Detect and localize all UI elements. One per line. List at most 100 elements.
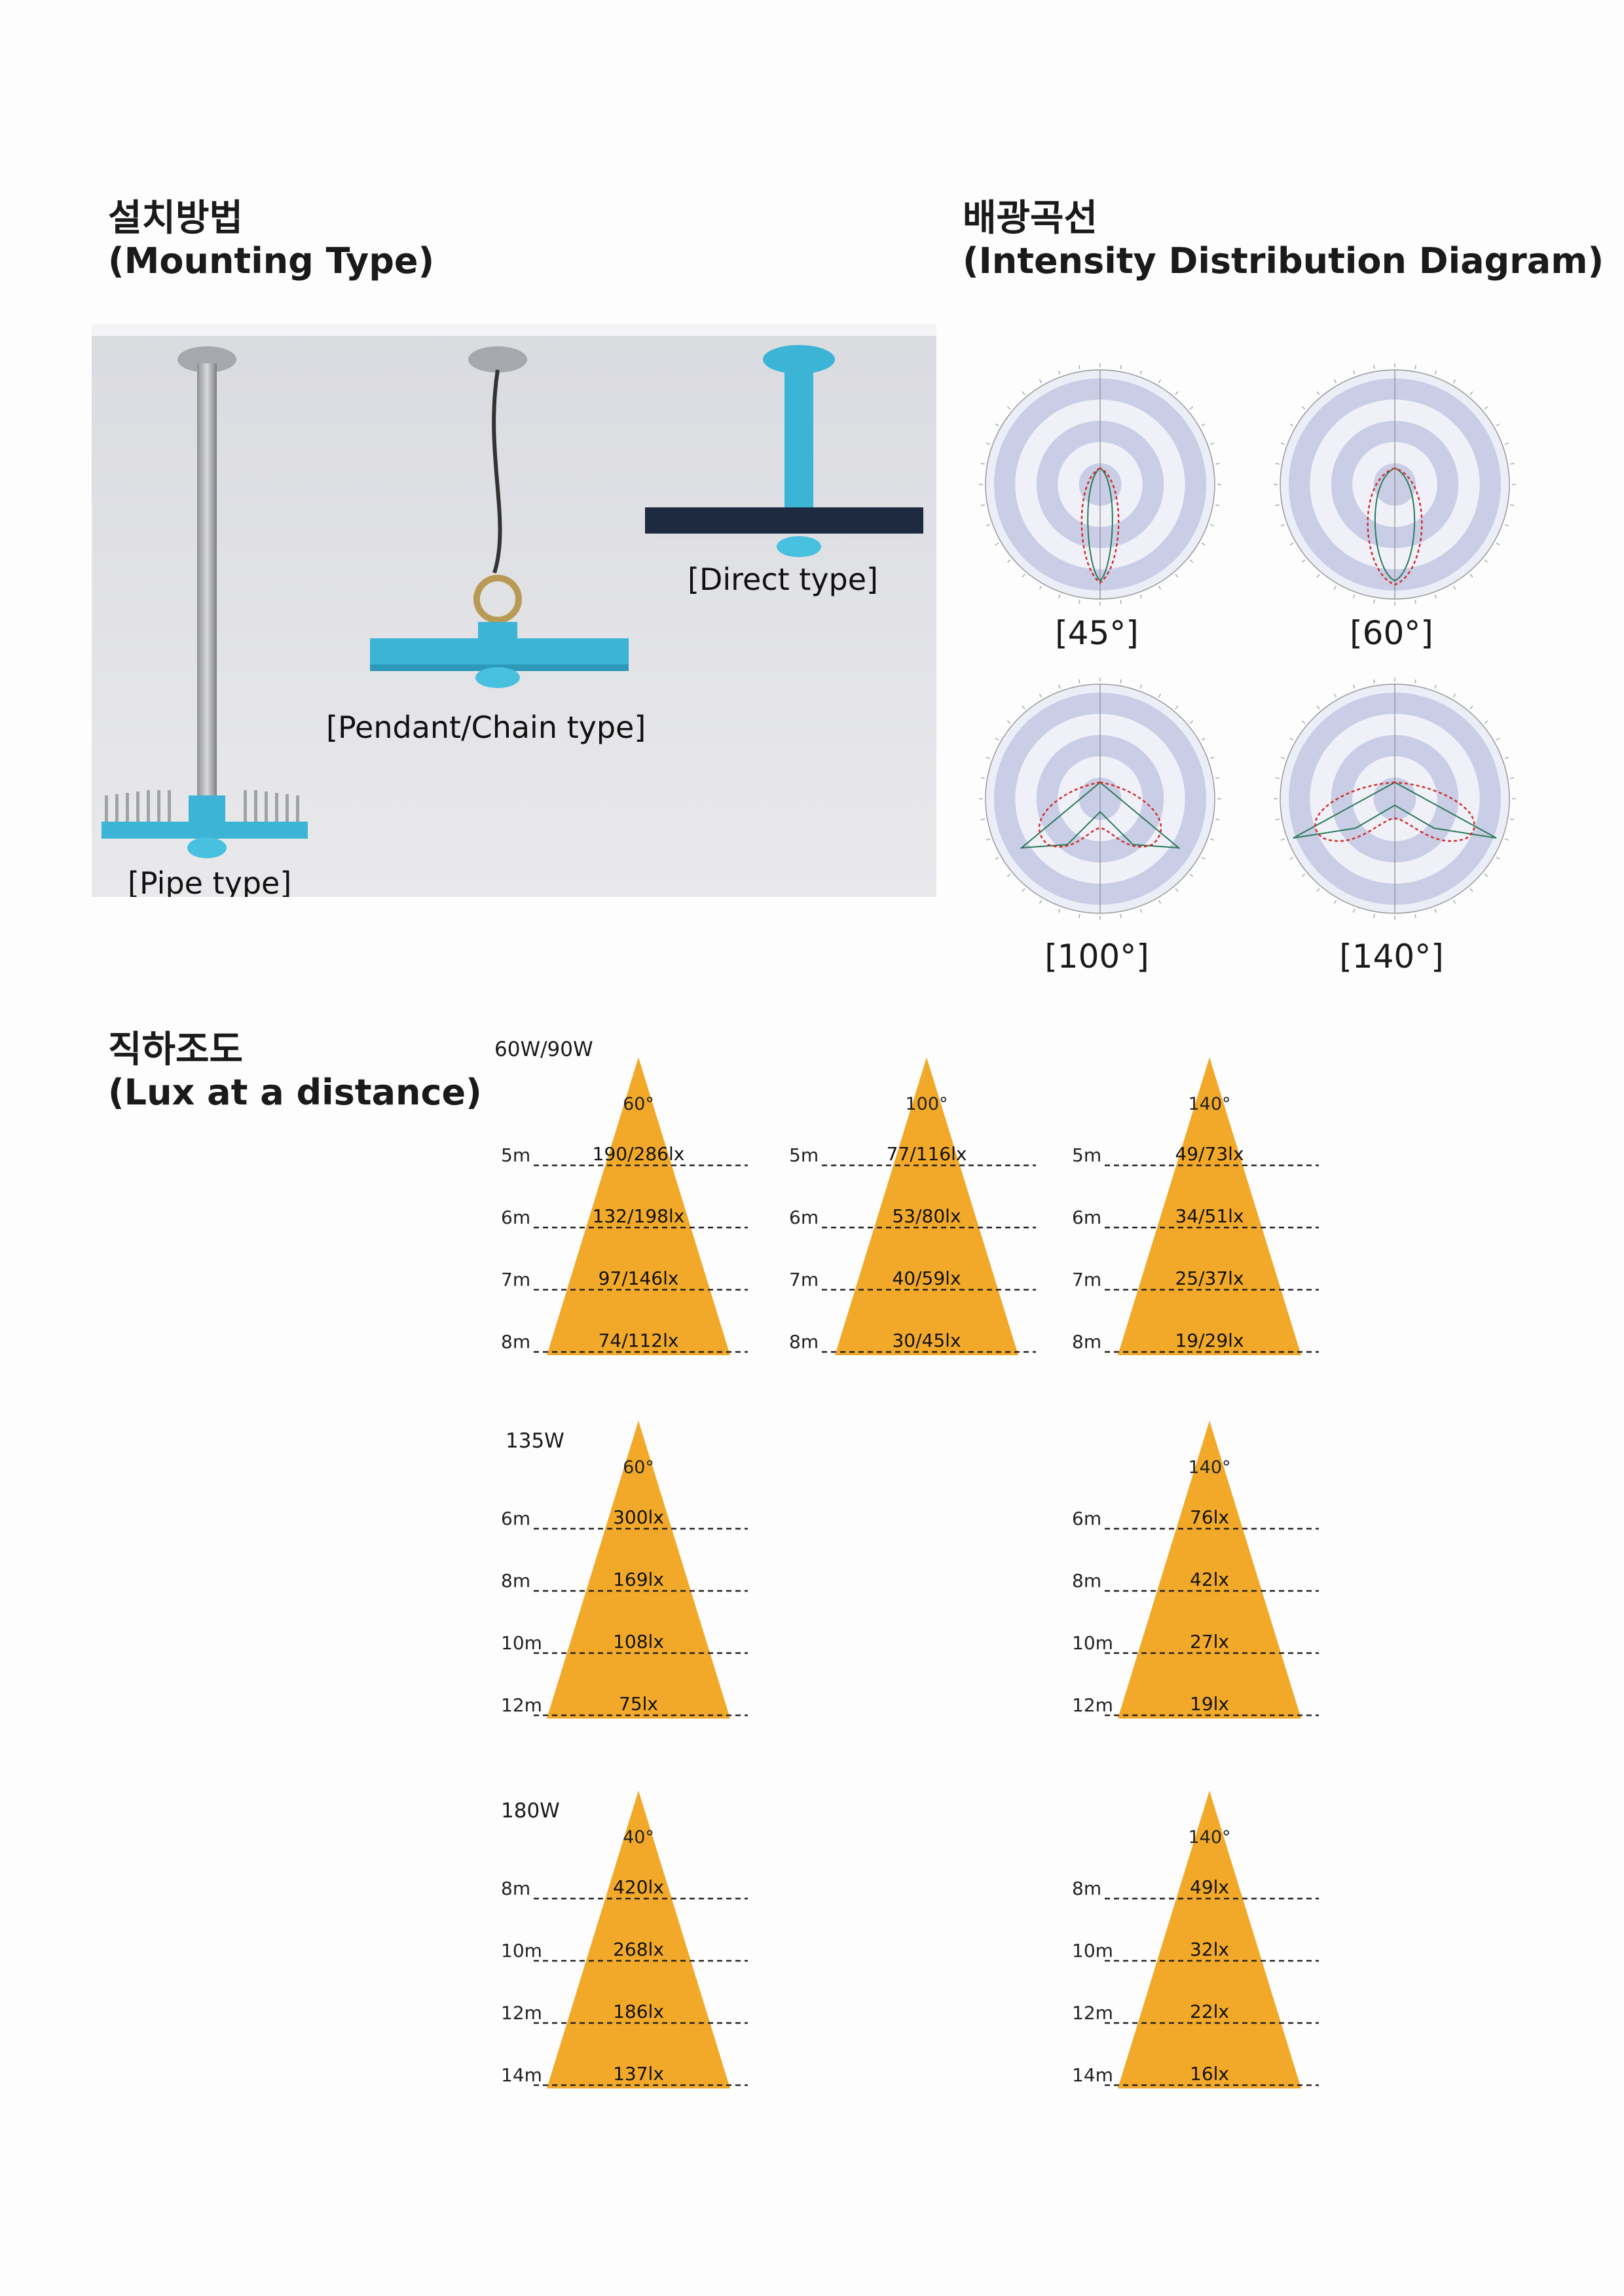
lux-distance-label: 8m — [501, 1878, 530, 1899]
mounting-heading-ko: 설치방법 — [108, 197, 244, 240]
polar-tick — [1414, 914, 1416, 919]
polar-tick — [995, 423, 999, 427]
polar-tick — [1201, 542, 1206, 546]
polar-tick — [1120, 914, 1122, 919]
lux-cone-angle: 60° — [623, 1094, 654, 1114]
polar-diagram-label: [60°] — [1350, 614, 1433, 652]
direct-type-label: [Direct type] — [688, 562, 878, 597]
polar-tick — [1414, 679, 1416, 683]
lux-distance-label: 6m — [1072, 1508, 1101, 1529]
distribution-heading-en: (Intensity Distribution Diagram) — [963, 240, 1604, 282]
lux-heading: 직하조도 (Lux at a distance) — [108, 1028, 482, 1114]
polar-tick — [1414, 600, 1416, 604]
lux-distance-label: 6m — [1072, 1207, 1101, 1228]
pendant-type-label: [Pendant/Chain type] — [326, 710, 646, 745]
lux-distance-label: 12m — [1072, 1694, 1113, 1716]
polar-tick — [1504, 757, 1509, 759]
polar-tick — [1484, 873, 1488, 877]
polar-diagram-label: [100°] — [1044, 938, 1149, 975]
polar-tick — [986, 524, 991, 526]
lux-cone — [547, 1057, 730, 1355]
polar-tick — [1058, 594, 1061, 599]
polar-tick — [1139, 594, 1142, 599]
polar-tick — [1496, 856, 1500, 860]
polar-tick — [1289, 737, 1294, 741]
polar-tick — [1006, 406, 1011, 410]
polar-tick — [1120, 679, 1122, 683]
lux-heading-ko: 직하조도 — [108, 1029, 244, 1071]
distribution-heading: 배광곡선 (Intensity Distribution Diagram) — [963, 196, 1604, 283]
polar-tick — [995, 542, 999, 546]
lux-value-label: 22lx — [1190, 2001, 1229, 2022]
polar-tick — [1373, 365, 1375, 369]
mounting-heading: 설치방법 (Mounting Type) — [108, 196, 434, 283]
lux-value-label: 30/45lx — [892, 1330, 961, 1351]
polar-tick — [1452, 900, 1456, 904]
distribution-heading-ko: 배광곡선 — [963, 197, 1098, 240]
lux-distance-label: 7m — [1072, 1269, 1101, 1290]
polar-tick — [1189, 873, 1194, 877]
polar-tick — [1175, 705, 1179, 710]
lux-value-label: 300lx — [613, 1506, 664, 1528]
lux-cone-angle: 60° — [623, 1457, 654, 1478]
polar-tick — [1158, 379, 1162, 384]
polar-tick — [1189, 406, 1194, 410]
polar-tick — [1158, 693, 1162, 698]
lux-distance-label: 12m — [1072, 2002, 1113, 2024]
polar-tick — [1373, 914, 1375, 919]
polar-tick — [1039, 379, 1043, 384]
polar-tick — [1079, 914, 1080, 919]
polar-tick — [1496, 542, 1500, 546]
polar-tick — [1301, 873, 1306, 877]
polar-tick — [1452, 693, 1456, 698]
lux-distance-label: 12m — [501, 2002, 542, 2024]
polar-tick — [1316, 391, 1320, 395]
polar-tick — [1484, 720, 1488, 724]
lux-value-label: 132/198lx — [593, 1205, 685, 1227]
lux-value-label: 108lx — [613, 1631, 664, 1652]
polar-tick — [1006, 559, 1011, 563]
mounting-photo: [Pipe type] [Pendant/Chain type] [Direct… — [92, 324, 936, 897]
polar-tick — [1175, 574, 1179, 578]
polar-tick — [1496, 423, 1500, 427]
lux-cone — [547, 1421, 730, 1719]
polar-tick — [1058, 908, 1061, 913]
polar-tick — [1289, 856, 1294, 860]
lux-distance-label: 6m — [789, 1207, 819, 1228]
lux-distance-label: 8m — [1072, 1570, 1101, 1592]
polar-tick — [1139, 684, 1142, 689]
pendant-type-fixture — [370, 346, 629, 688]
polar-diagram-label: [140°] — [1339, 938, 1444, 975]
lux-distance-label: 6m — [501, 1207, 530, 1228]
polar-tick — [1353, 908, 1356, 913]
polar-tick — [1209, 838, 1215, 841]
lux-value-label: 268lx — [613, 1939, 664, 1960]
lux-cone — [1118, 1791, 1301, 2088]
polar-tick — [1434, 908, 1437, 913]
polar-tick — [1006, 720, 1011, 724]
lux-value-label: 25/37lx — [1175, 1267, 1244, 1289]
lux-value-label: 74/112lx — [599, 1330, 679, 1351]
lux-value-label: 169lx — [613, 1569, 664, 1590]
polar-tick — [995, 737, 999, 741]
polar-tick — [1469, 888, 1473, 892]
polar-tick — [1434, 370, 1437, 375]
polar-tick — [986, 838, 991, 841]
polar-tick — [1058, 684, 1061, 689]
polar-tick — [1469, 705, 1473, 710]
lux-value-label: 32lx — [1190, 1939, 1229, 1960]
lux-value-label: 75lx — [619, 1693, 658, 1715]
polar-tick — [1275, 818, 1280, 820]
polar-diagram — [979, 363, 1221, 606]
lux-cone-chart: 140° 6m 76lx 8m 42lx 10m 27lx 12m 19lx — [1072, 1421, 1319, 1719]
lux-cone-chart: 60° 6m 300lx 8m 169lx 10m 108lx 12m 75lx — [501, 1421, 748, 1719]
polar-tick — [1373, 679, 1375, 683]
lux-distance-label: 10m — [501, 1940, 542, 1961]
lux-cone-chart: 140° 5m 49/73lx 6m 34/51lx 7m 25/37lx 8m 19/29lx — [1072, 1057, 1319, 1355]
lux-distance-label: 8m — [1072, 1331, 1101, 1353]
polar-tick — [1215, 818, 1220, 820]
polar-tick — [1079, 600, 1080, 604]
polar-curve-secondary — [1374, 467, 1416, 582]
polar-tick — [1504, 443, 1509, 445]
polar-tick — [1289, 542, 1294, 546]
